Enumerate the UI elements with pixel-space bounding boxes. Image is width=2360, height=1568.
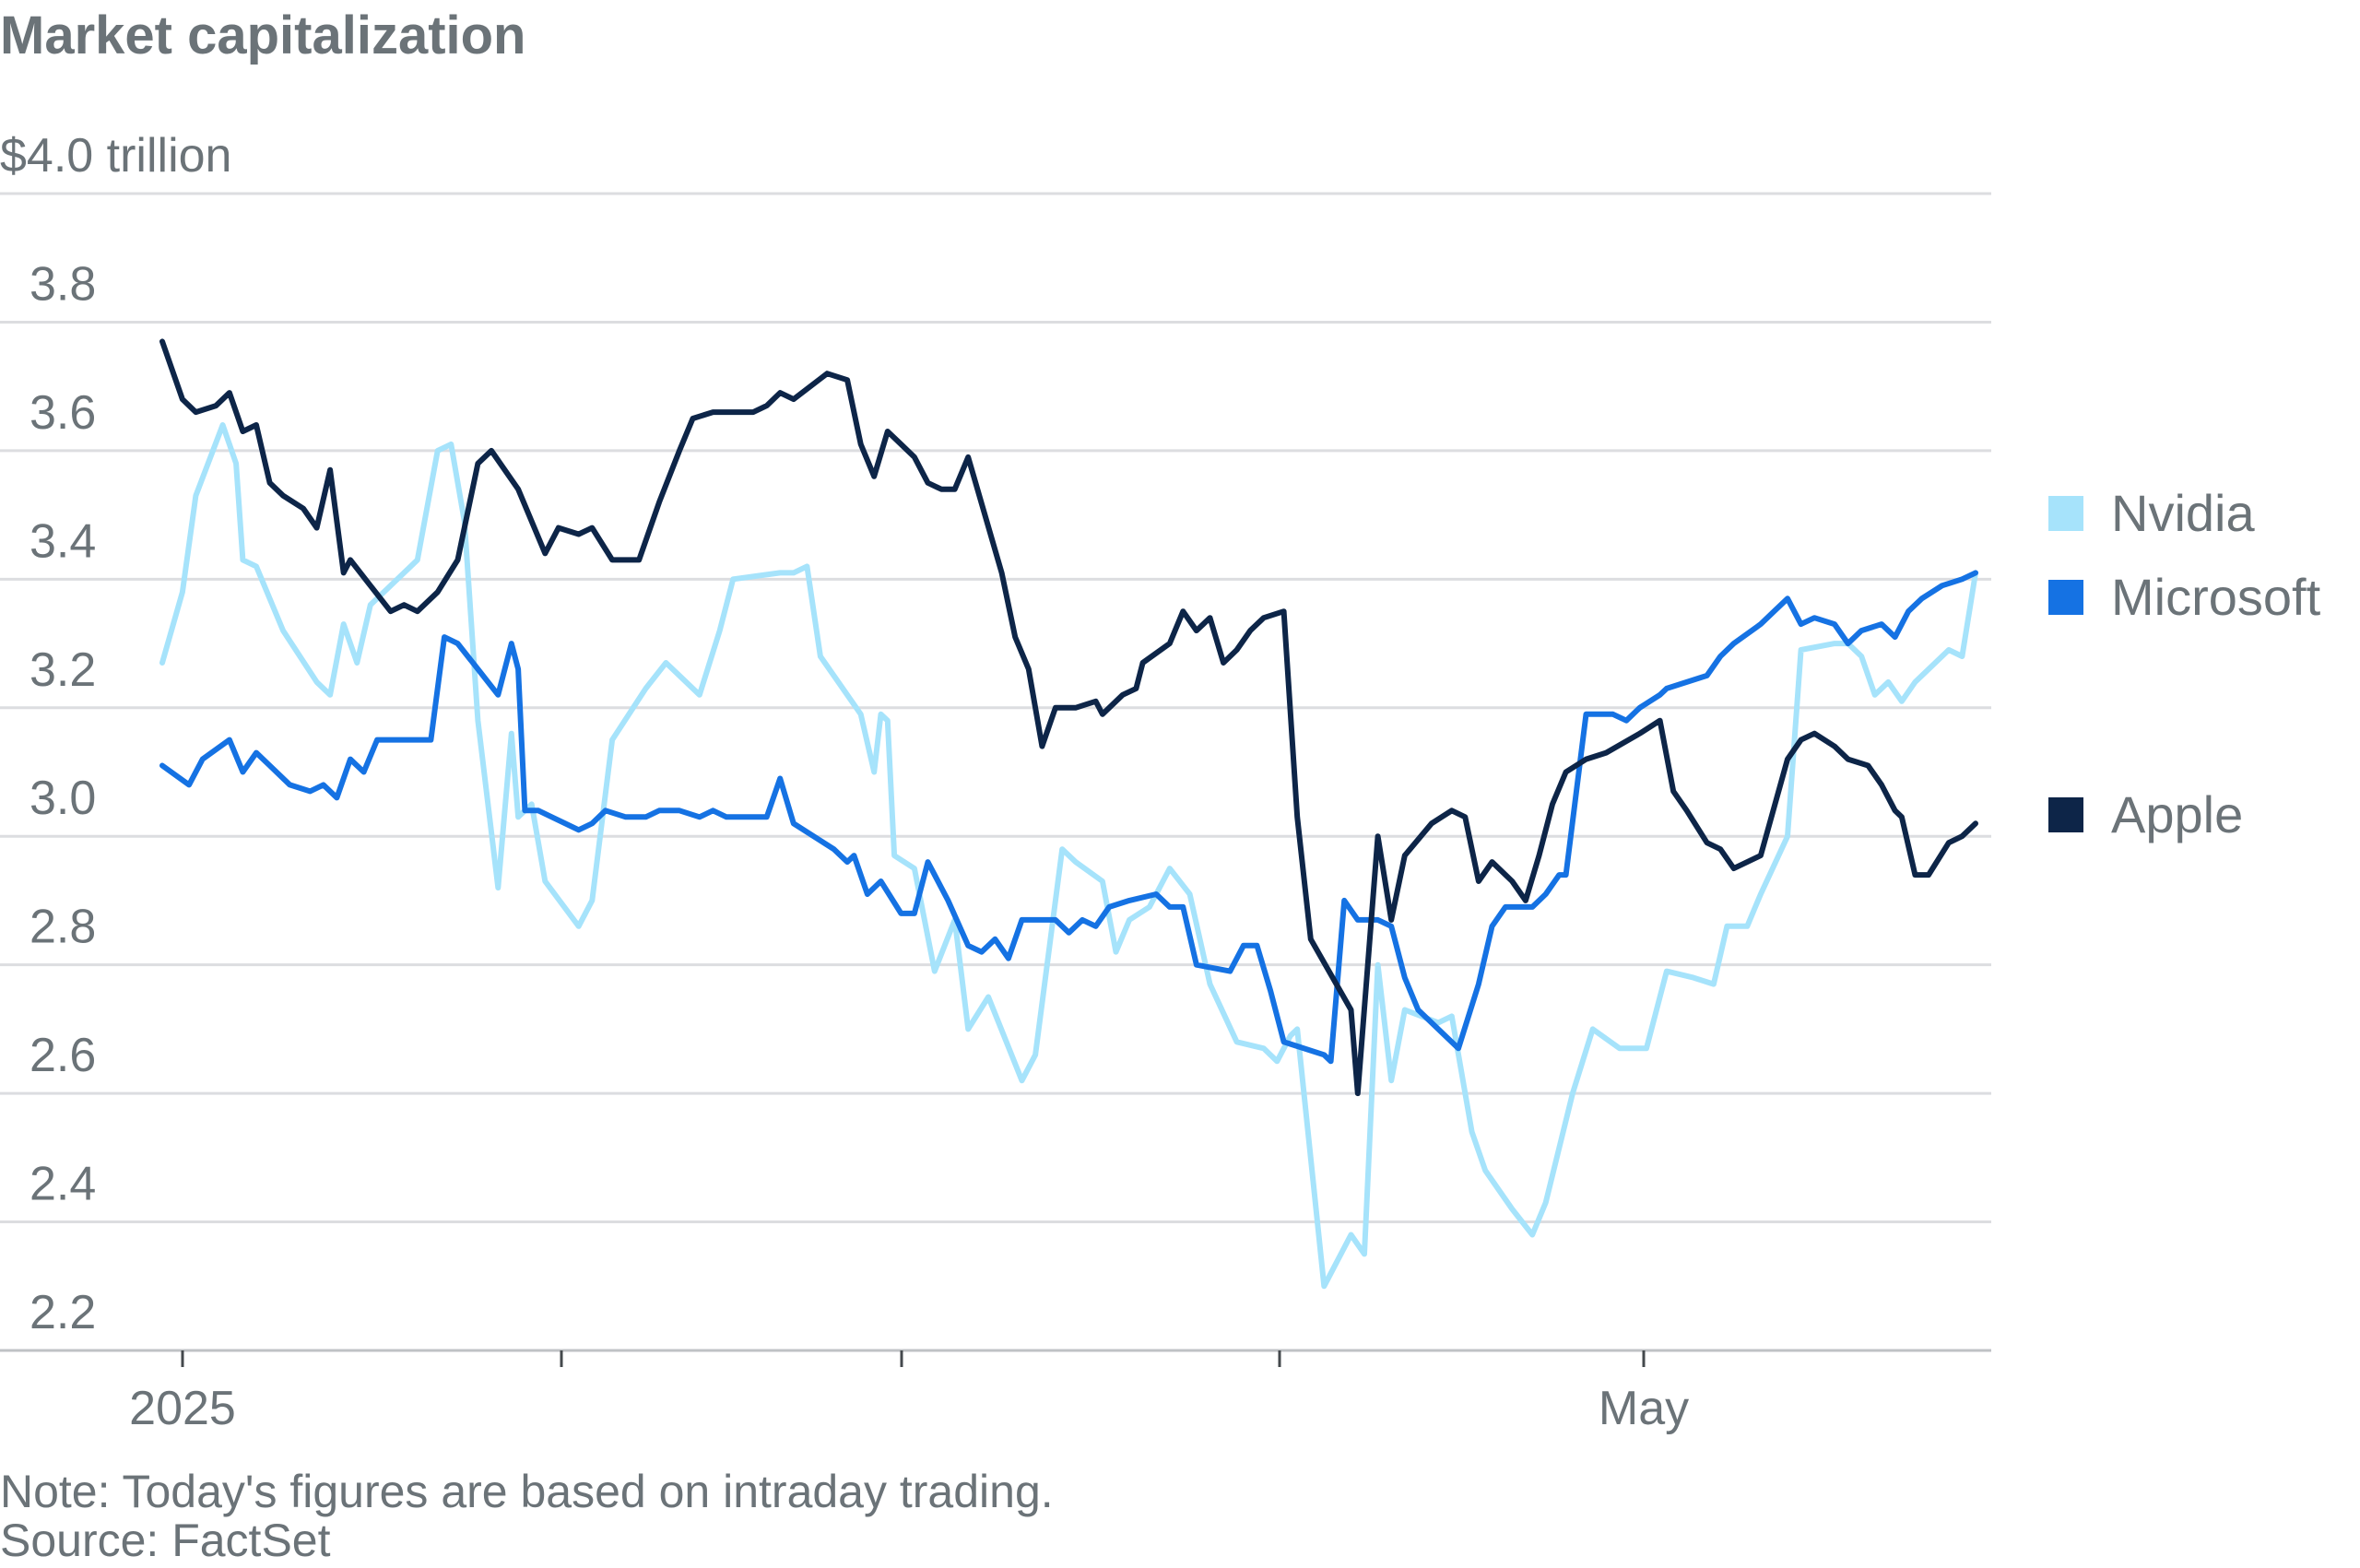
y-tick-label: 3.2 bbox=[30, 643, 96, 697]
legend-swatch-nvidia bbox=[2048, 496, 2083, 531]
grid-layer bbox=[0, 192, 1991, 1224]
series-layer bbox=[159, 338, 1978, 1290]
y-tick-label: 2.8 bbox=[30, 901, 96, 954]
legend: Nvidia Microsoft Apple bbox=[2048, 484, 2321, 843]
y-tick-label: 2.2 bbox=[30, 1286, 96, 1339]
x-tick-label: 2025 bbox=[129, 1382, 236, 1435]
legend-label-microsoft: Microsoft bbox=[2111, 568, 2321, 626]
chart-note: Note: Today's figures are based on intra… bbox=[0, 1466, 1054, 1517]
legend-label-apple: Apple bbox=[2111, 785, 2243, 843]
y-tick-label: 2.6 bbox=[30, 1029, 96, 1082]
y-tick-label: 3.8 bbox=[30, 257, 96, 311]
y-axis-unit-label: $4.0 trillion bbox=[0, 129, 231, 183]
y-tick-label: 2.4 bbox=[30, 1158, 96, 1211]
legend-label-nvidia: Nvidia bbox=[2111, 484, 2255, 542]
x-axis: 2025 May bbox=[0, 1349, 1991, 1435]
chart-source: Source: FactSet bbox=[0, 1515, 331, 1566]
legend-swatch-apple bbox=[2048, 797, 2083, 832]
y-axis-labels: $4.0 trillion 3.8 3.6 3.4 3.2 3.0 2.8 2.6 2.4 2.2 bbox=[0, 129, 231, 1339]
x-tick-label: May bbox=[1599, 1382, 1689, 1435]
series-line-apple bbox=[159, 338, 1978, 1097]
legend-swatch-microsoft bbox=[2048, 580, 2083, 615]
y-tick-label: 3.6 bbox=[30, 386, 96, 440]
series-line-microsoft bbox=[159, 570, 1978, 1065]
series-line-nvidia bbox=[159, 422, 1978, 1290]
y-tick-label: 3.4 bbox=[30, 514, 96, 568]
y-tick-label: 3.0 bbox=[30, 772, 96, 825]
chart-title: Market capitalization bbox=[0, 6, 525, 65]
